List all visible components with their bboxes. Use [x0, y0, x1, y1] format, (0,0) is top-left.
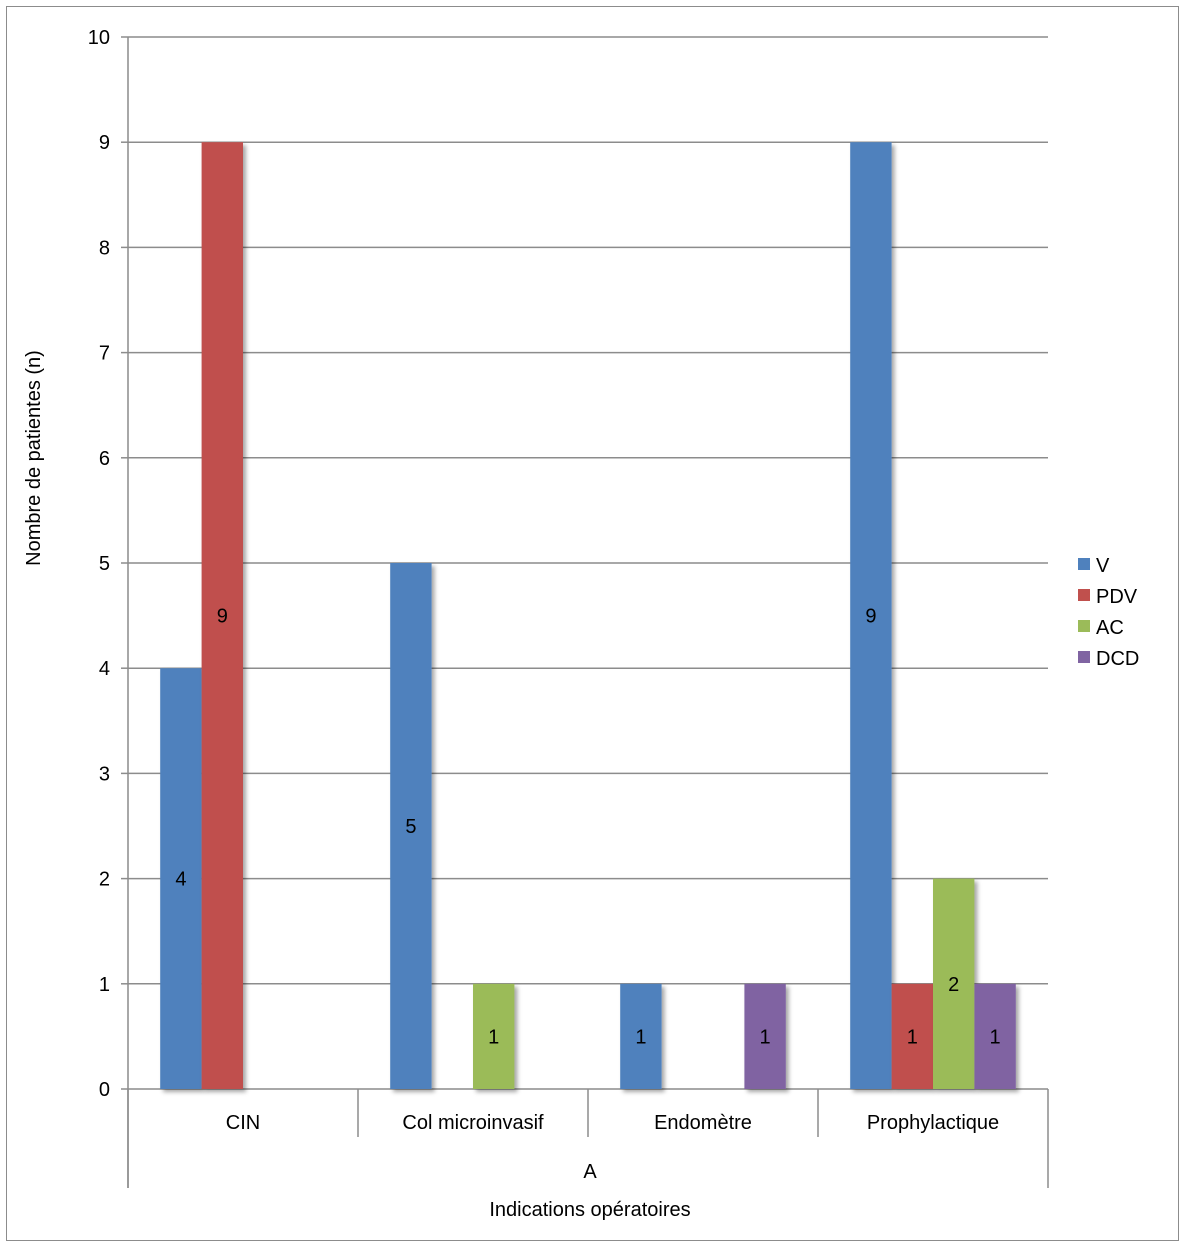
legend-label-dcd: DCD: [1096, 648, 1139, 670]
bar-pdv-3: [891, 983, 933, 1089]
legend-label-v: V: [1096, 555, 1110, 577]
bar-dcd-3: [974, 983, 1016, 1089]
y-tick-label: 2: [99, 869, 110, 891]
data-label: 1: [990, 1026, 1001, 1048]
legend: V PDV AC DCD: [1078, 555, 1139, 670]
bar-v-2: [620, 983, 662, 1089]
data-label: 9: [217, 606, 228, 628]
y-tick-label: 3: [99, 763, 110, 785]
x-category-label: CIN: [226, 1112, 260, 1134]
data-labels: 4 5 1 9 9 1 1 2 1 1: [175, 606, 1000, 1049]
axes: 0 1 2 3 4 5 6 7 8 9 10 CIN Col microinvasif Endomètre…: [88, 27, 1049, 1188]
x-category-label: Prophylactique: [867, 1112, 999, 1134]
gridlines: [128, 36, 1048, 985]
y-tick-label: 0: [99, 1079, 110, 1101]
data-label: 2: [948, 974, 959, 996]
legend-swatch-ac: [1078, 620, 1090, 632]
bar-v-0: [160, 668, 202, 1089]
data-label: 1: [907, 1026, 918, 1048]
x-category-label: Col microinvasif: [402, 1112, 544, 1134]
bar-ac-3: [933, 878, 975, 1089]
legend-swatch-dcd: [1078, 651, 1090, 663]
legend-swatch-v: [1078, 558, 1090, 570]
y-tick-label: 10: [88, 27, 110, 49]
bar-pdv-0: [201, 142, 243, 1089]
x-axis-title: Indications opératoires: [489, 1199, 690, 1221]
legend-swatch-pdv: [1078, 589, 1090, 601]
bar-v-1: [390, 563, 432, 1089]
y-tick-label: 9: [99, 132, 110, 154]
y-tick-label: 8: [99, 237, 110, 259]
data-label: 1: [635, 1026, 646, 1048]
bars: [160, 142, 1016, 1089]
y-tick-label: 4: [99, 658, 110, 680]
data-label: 9: [865, 606, 876, 628]
y-tick-label: 5: [99, 553, 110, 575]
bar-ac-1: [473, 983, 515, 1089]
x-category-label: Endomètre: [654, 1112, 752, 1134]
data-label: 4: [175, 869, 186, 891]
y-tick-label: 1: [99, 974, 110, 996]
legend-label-pdv: PDV: [1096, 586, 1138, 608]
data-label: 5: [405, 816, 416, 838]
x-axis-group-label: A: [583, 1161, 597, 1183]
chart-frame: [6, 6, 1179, 1241]
y-axis-title: Nombre de patientes (n): [23, 350, 45, 566]
y-tick-label: 6: [99, 448, 110, 470]
y-tick-label: 7: [99, 343, 110, 365]
bar-dcd-2: [744, 983, 786, 1089]
data-label: 1: [760, 1026, 771, 1048]
legend-label-ac: AC: [1096, 617, 1124, 639]
bar-v-3: [850, 142, 892, 1089]
data-label: 1: [488, 1026, 499, 1048]
